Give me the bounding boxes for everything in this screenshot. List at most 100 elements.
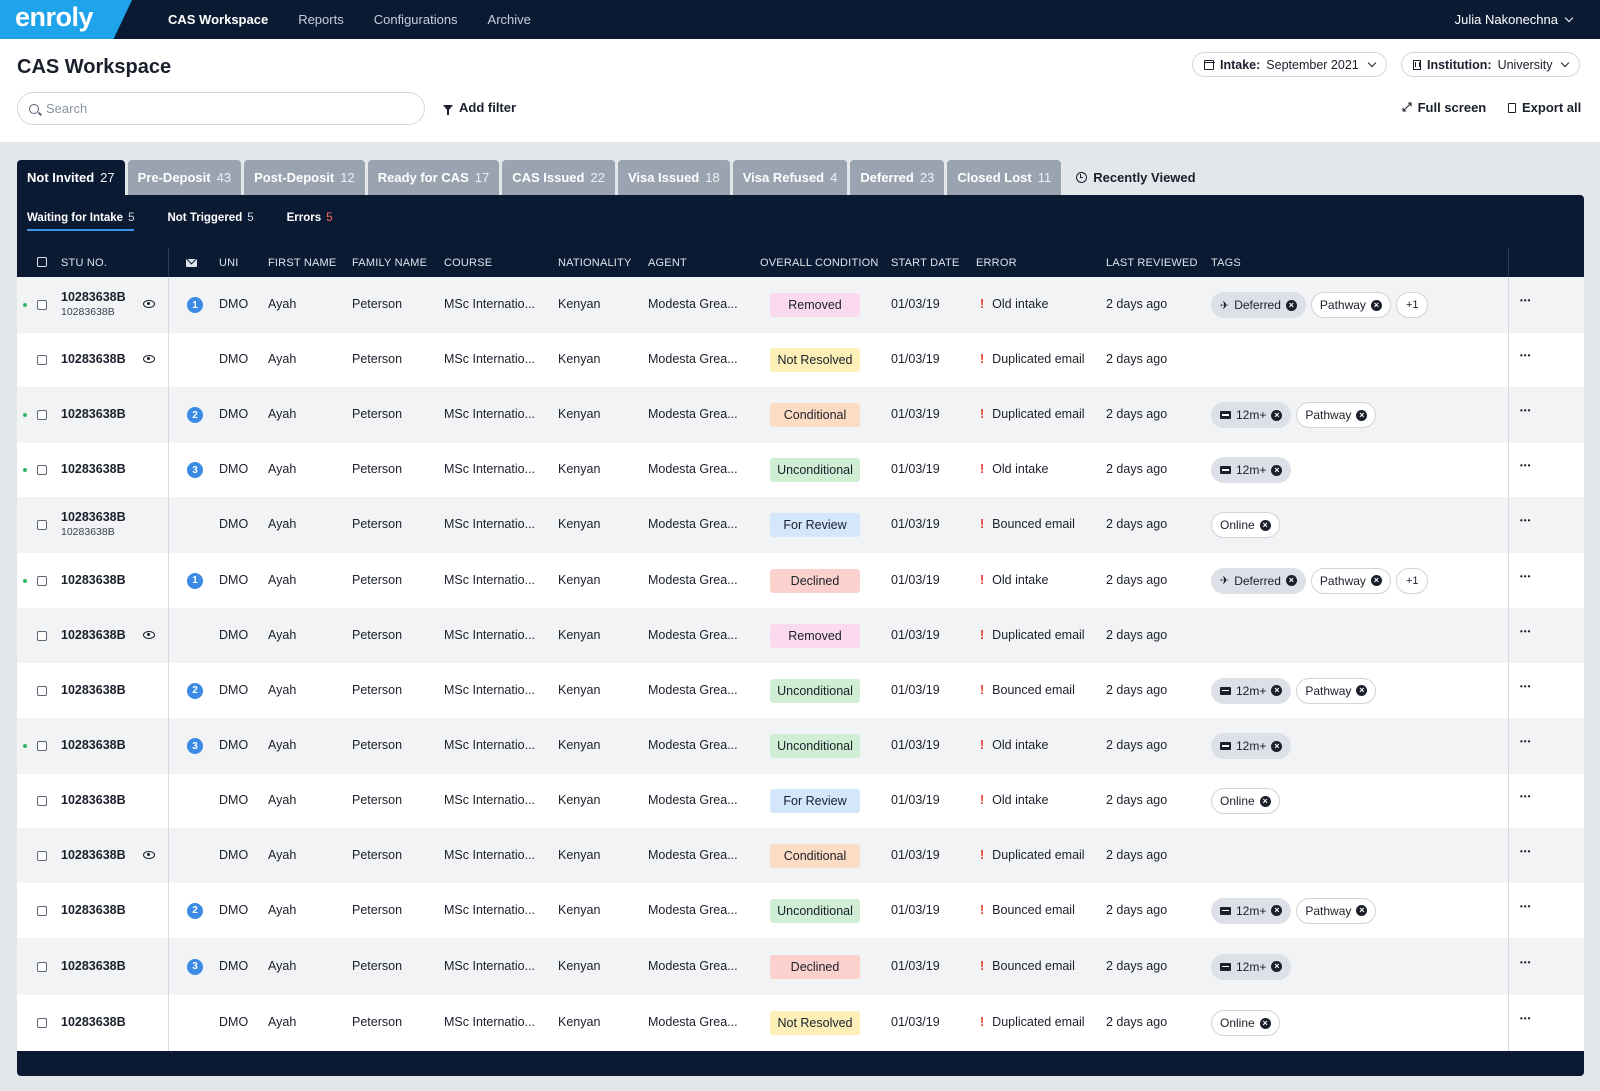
student-number[interactable]: 10283638B [61,1015,126,1029]
add-filter-button[interactable]: Add filter [443,100,516,115]
row-checkbox[interactable] [37,1018,47,1028]
more-actions-icon[interactable]: ••• [1520,901,1532,911]
full-screen-button[interactable]: ⤢ Full screen [1402,100,1486,115]
tag-chip[interactable]: 12m+ × [1211,953,1292,980]
student-number[interactable]: 10283638B [61,738,126,752]
student-number[interactable]: 10283638B [61,959,126,973]
more-tags-button[interactable]: +1 [1395,292,1429,318]
column-header-agent[interactable]: AGENT [648,257,687,269]
more-actions-icon[interactable]: ••• [1520,792,1532,801]
row-checkbox[interactable] [37,575,47,586]
intake-select[interactable]: Intake: September 2021 [1192,52,1387,77]
tab-deferred[interactable]: Deferred 23 [850,160,945,195]
subtab-waiting-for-intake[interactable]: Waiting for Intake 5 [27,212,135,231]
tag-chip[interactable]: 12m+ × [1211,677,1292,704]
remove-tag-icon[interactable]: × [1271,905,1283,916]
tag-chip[interactable]: Pathway × [1296,897,1377,924]
column-header-course[interactable]: COURSE [444,257,493,269]
more-actions-icon[interactable]: ••• [1520,957,1532,967]
more-actions-icon[interactable]: ••• [1520,737,1532,746]
column-header-stu-no[interactable]: STU NO. [61,257,108,269]
tag-chip[interactable]: Online × [1211,788,1280,814]
subtab-errors[interactable]: Errors 5 [287,212,333,231]
row-checkbox[interactable] [37,520,47,530]
remove-tag-icon[interactable]: × [1259,795,1271,807]
row-checkbox[interactable] [37,850,47,861]
tag-chip[interactable]: 12m+ × [1211,733,1292,759]
remove-tag-icon[interactable]: × [1259,1017,1271,1029]
tag-chip[interactable]: Pathway × [1296,402,1377,428]
tag-chip[interactable]: 12m+ × [1211,402,1292,428]
remove-tag-icon[interactable]: × [1259,519,1271,531]
table-row[interactable]: 10283638B 3 DMO Ayah Peterson MSc Internatio.… [17,443,1584,497]
more-actions-icon[interactable]: ••• [1520,516,1532,525]
column-header-nationality[interactable]: NATIONALITY [558,257,632,269]
eye-icon[interactable] [143,850,155,859]
more-actions-icon[interactable]: ••• [1520,351,1532,360]
more-actions-icon[interactable]: ••• [1520,1014,1532,1023]
more-actions-icon[interactable]: ••• [1520,461,1532,470]
institution-select[interactable]: Institution: University [1401,52,1581,77]
row-checkbox[interactable] [37,905,47,916]
export-all-button[interactable]: Export all [1508,100,1581,115]
tab-pre-deposit[interactable]: Pre-Deposit 43 [127,160,242,195]
nav-item-reports[interactable]: Reports [298,12,344,27]
row-checkbox[interactable] [37,355,47,365]
student-number[interactable]: 10283638B [61,848,126,862]
table-row[interactable]: 10283638B DMO Ayah Peterson MSc Internatio..… [17,608,1584,663]
table-row[interactable]: 10283638B 3 DMO Ayah Peterson MSc Internatio.… [17,938,1584,995]
column-header-start-date[interactable]: START DATE [891,257,960,269]
student-number[interactable]: 10283638B [61,683,126,697]
remove-tag-icon[interactable]: × [1271,464,1283,476]
nav-item-cas-workspace[interactable]: CAS Workspace [168,12,269,27]
tag-chip[interactable]: Online × [1211,1010,1280,1036]
table-row[interactable]: 10283638B 3 DMO Ayah Peterson MSc Internatio.… [17,718,1584,774]
tab-not-invited[interactable]: Not Invited 27 [17,160,125,195]
message-count-badge[interactable]: 3 [187,738,203,754]
remove-tag-icon[interactable]: × [1271,961,1283,972]
message-count-badge[interactable]: 1 [187,572,203,589]
table-row[interactable]: 10283638B 2 DMO Ayah Peterson MSc Internatio.… [17,663,1584,718]
table-row[interactable]: 10283638B DMO Ayah Peterson MSc Internatio..… [17,774,1584,828]
row-checkbox[interactable] [37,741,47,751]
column-header-error[interactable]: ERROR [976,257,1017,269]
column-header-first-name[interactable]: FIRST NAME [268,257,337,269]
tag-chip[interactable]: ✈ Deferred × [1211,567,1306,594]
more-actions-icon[interactable]: ••• [1520,571,1532,581]
table-row[interactable]: 10283638B DMO Ayah Peterson MSc Internatio..… [17,828,1584,883]
row-checkbox[interactable] [37,300,47,310]
remove-tag-icon[interactable]: × [1370,299,1382,311]
nav-item-configurations[interactable]: Configurations [373,12,458,27]
tag-chip[interactable]: Pathway × [1310,567,1391,594]
tab-recently-viewed[interactable]: Recently Viewed [1064,160,1205,195]
student-number[interactable]: 10283638B [61,352,126,366]
subtab-not-triggered[interactable]: Not Triggered 5 [167,212,253,231]
column-header-overall-condition[interactable]: OVERALL CONDITION [760,257,879,269]
nav-item-archive[interactable]: Archive [487,12,531,27]
more-actions-icon[interactable]: ••• [1520,681,1532,691]
table-row[interactable]: 10283638B 10283638B 1 DMO Ayah Peterson MSc In… [17,277,1584,333]
more-actions-icon[interactable]: ••• [1520,406,1532,415]
student-number[interactable]: 10283638B [61,573,126,587]
remove-tag-icon[interactable]: × [1356,905,1368,916]
table-row[interactable]: 10283638B 2 DMO Ayah Peterson MSc Internatio.… [17,883,1584,938]
student-number[interactable]: 10283638B [61,407,126,421]
row-checkbox[interactable] [37,630,47,641]
more-tags-button[interactable]: +1 [1395,567,1429,594]
tag-chip[interactable]: Online × [1211,512,1280,538]
message-count-badge[interactable]: 1 [187,297,203,313]
remove-tag-icon[interactable]: × [1271,685,1283,696]
column-header-last-reviewed[interactable]: LAST REVIEWED [1106,257,1198,269]
tab-post-deposit[interactable]: Post-Deposit 12 [244,160,365,195]
select-all-checkbox[interactable] [37,257,47,267]
column-header-family-name[interactable]: FAMILY NAME [352,257,428,269]
user-menu[interactable]: Julia Nakonechna [1455,12,1574,27]
tag-chip[interactable]: ✈ Deferred × [1211,292,1306,318]
column-header-tags[interactable]: TAGS [1211,257,1241,269]
message-count-badge[interactable]: 3 [187,462,203,478]
tab-closed-lost[interactable]: Closed Lost 11 [947,160,1062,195]
tab-visa-issued[interactable]: Visa Issued 18 [617,160,730,195]
row-checkbox[interactable] [37,410,47,420]
row-checkbox[interactable] [37,465,47,475]
remove-tag-icon[interactable]: × [1271,740,1283,752]
